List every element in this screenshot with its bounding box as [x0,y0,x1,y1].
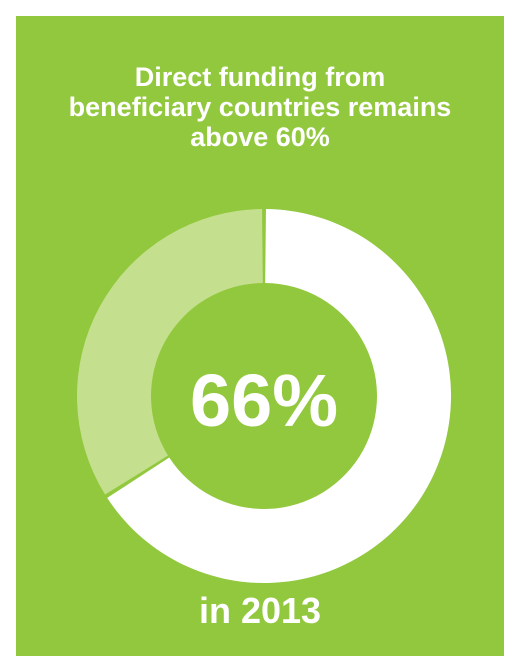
title-line-1: Direct funding from [134,62,386,92]
donut-slices [76,209,451,583]
title-line-3: above 60% [190,122,330,152]
year-label: in 2013 [198,590,322,631]
donut-slice-2 [76,209,263,495]
infographic-panel: Direct funding from beneficiary countrie… [16,16,504,656]
chart-title: Direct funding from beneficiary countrie… [16,62,504,152]
donut-slice-1 [107,209,451,583]
title-line-2: beneficiary countries remains [68,92,452,122]
center-percentage: 66% [190,359,338,442]
donut-chart: 66% [76,209,451,583]
